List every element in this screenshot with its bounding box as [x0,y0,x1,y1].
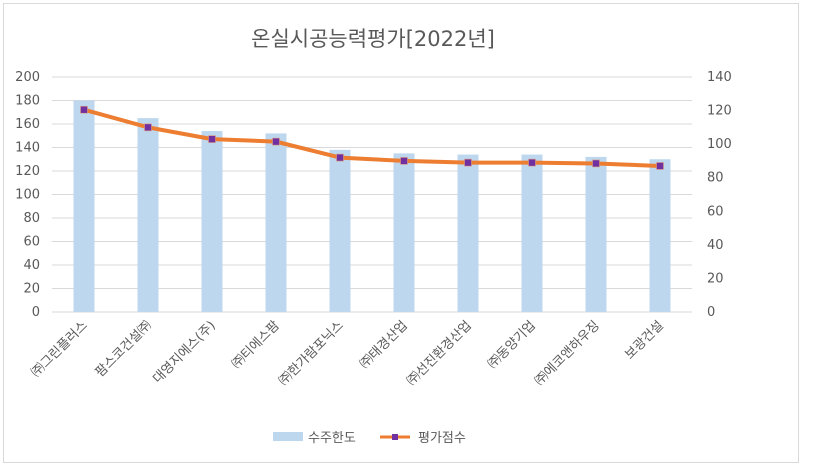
bar [393,153,415,312]
line-marker [400,157,408,165]
legend-line-label: 평가점수 [418,431,466,446]
x-category-label: ㈜동양기업 [485,318,539,372]
line-marker [656,162,664,170]
y-left-tick-label: 100 [15,188,40,203]
y-right-tick-label: 140 [707,70,732,85]
x-category-label: ㈜그린플러스 [29,318,91,380]
line-marker [272,137,280,146]
y-left-tick-label: 0 [32,305,40,320]
y-left-tick-label: 160 [15,117,40,132]
line-marker [336,153,344,162]
y-left-tick-label: 140 [15,141,40,156]
y-left-tick-label: 120 [15,164,40,179]
chart-title: 온실시공능력평가[2022년] [251,27,495,51]
y-right-tick-label: 40 [707,238,724,253]
x-category-label: 대영지에스(주) [150,318,219,387]
line-marker [80,105,88,114]
y-axis-left: 0 20 40 60 80 100 120 140 160 180 200 [15,70,40,320]
line-marker [208,135,216,143]
x-category-label: ㈜한가람포닉스 [276,318,347,389]
y-left-tick-label: 200 [15,70,40,85]
y-right-tick-label: 0 [707,305,715,320]
legend: 수주한도 평가점수 [273,431,466,446]
bar [457,154,479,312]
line-marker [592,159,600,168]
y-right-tick-label: 80 [707,171,724,186]
line-series [80,105,664,170]
bar [521,154,543,312]
legend-bar-label: 수주한도 [308,431,356,446]
line-marker [464,158,472,167]
bar [201,131,223,312]
bar [649,159,671,312]
y-left-tick-label: 180 [15,94,40,109]
bar [585,156,607,312]
bar [265,133,287,312]
y-left-tick-label: 60 [23,235,40,250]
x-axis-categories: ㈜그린플러스 팜스코건설㈜대영지에스(주) ㈜티에스팜㈜한가람포닉스 ㈜태경산업㈜선진… [29,318,667,389]
line-marker [528,158,536,167]
y-axis-right: 0 20 40 60 80 100 120 140 [707,70,732,320]
line-marker [144,123,152,132]
x-category-label: 팜스코건설㈜ [93,318,155,380]
x-category-label: 보광건설 [622,318,666,362]
y-left-tick-label: 20 [23,282,40,297]
bar [137,118,159,312]
x-category-label: ㈜에코앤하우징 [532,318,603,389]
y-right-tick-label: 20 [707,271,724,286]
bar [73,100,95,312]
bar-series [73,100,671,312]
x-category-label: ㈜태경산업 [357,318,411,372]
gridlines [52,76,692,313]
x-category-label: ㈜선진환경산업 [404,318,475,389]
bar [329,149,351,312]
y-right-tick-label: 120 [707,104,732,119]
y-right-tick-label: 100 [707,137,732,152]
x-category-label: ㈜티에스팜 [229,318,283,372]
y-right-tick-label: 60 [707,204,724,219]
y-left-tick-label: 80 [23,211,40,226]
y-left-tick-label: 40 [23,258,40,273]
legend-line-marker [392,434,398,440]
legend-bar-swatch [273,432,303,441]
line-path [83,107,661,168]
